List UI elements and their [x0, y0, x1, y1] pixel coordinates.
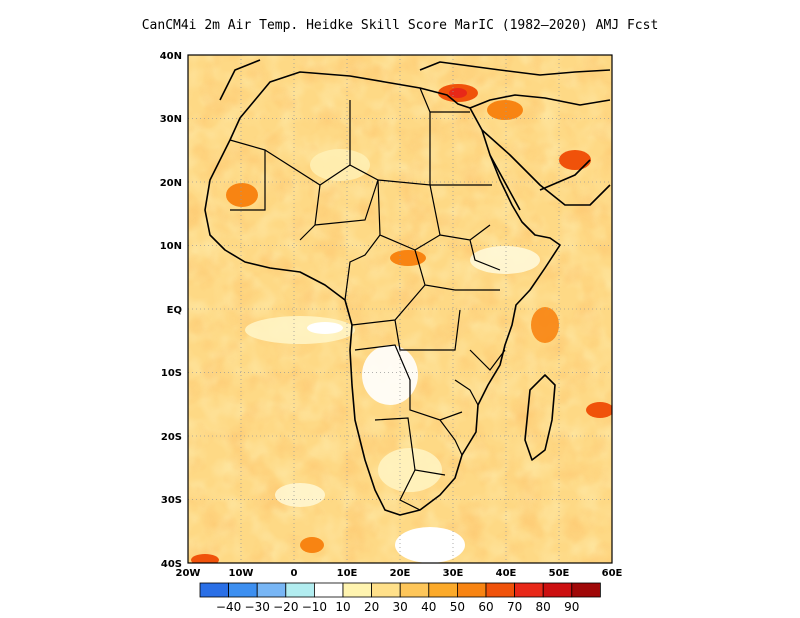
colorbar-label: −10	[302, 600, 327, 614]
map-frame	[187, 54, 613, 564]
colorbar-swatch	[228, 582, 258, 598]
chart-title: CanCM4i 2m Air Temp. Heidke Skill Score …	[141, 18, 659, 33]
colorbar-swatch	[428, 582, 458, 598]
colorbar-swatch	[313, 582, 344, 598]
colorbar-label: 10	[335, 600, 350, 614]
x-tick-label: 20W	[176, 568, 201, 579]
y-tick-label: 30S	[161, 495, 182, 506]
colorbar-swatch	[342, 582, 373, 598]
y-tick-label: 40S	[161, 559, 182, 570]
x-tick-label: 40E	[496, 568, 517, 579]
x-tick-label: 10W	[229, 568, 254, 579]
y-tick-label: 20N	[160, 178, 182, 189]
colorbar-swatch	[285, 582, 315, 598]
x-tick-label: 60E	[602, 568, 623, 579]
x-tick-label: 50E	[549, 568, 570, 579]
colorbar-label: 30	[393, 600, 408, 614]
colorbar-swatch	[371, 582, 401, 598]
colorbar-label: 20	[364, 600, 379, 614]
x-tick-label: 0	[291, 568, 298, 579]
colorbar-label: 70	[507, 600, 522, 614]
colorbar-label: 50	[450, 600, 465, 614]
colorbar-swatch	[199, 582, 230, 598]
y-tick-label: 10S	[161, 368, 182, 379]
y-tick-label: EQ	[167, 305, 182, 316]
y-tick-label: 40N	[160, 51, 182, 62]
colorbar-label: 80	[536, 600, 551, 614]
x-axis: 20W 10W 0 10E 20E 30E 40E 50E 60E	[176, 568, 623, 579]
colorbar-swatch	[399, 582, 430, 598]
colorbar-swatch	[514, 582, 544, 598]
colorbar-label: 40	[421, 600, 436, 614]
colorbar-label: 90	[564, 600, 579, 614]
x-tick-label: 10E	[337, 568, 358, 579]
colorbar-label: −40	[216, 600, 241, 614]
colorbar-label: 60	[478, 600, 493, 614]
x-tick-label: 20E	[390, 568, 411, 579]
colorbar	[199, 582, 601, 598]
y-tick-label: 30N	[160, 114, 182, 125]
colorbar-swatch	[456, 582, 487, 598]
country-borders	[229, 87, 506, 511]
colorbar-label: −30	[245, 600, 270, 614]
x-tick-label: 30E	[443, 568, 464, 579]
colorbar-swatch	[571, 582, 601, 598]
y-tick-label: 20S	[161, 432, 182, 443]
y-axis: 40N 30N 20N 10N EQ 10S 20S 30S 40S	[160, 51, 182, 570]
colorbar-label: −20	[273, 600, 298, 614]
colorbar-labels: −40 −30 −20 −10 10 20 30 40 50 60 70 80 …	[216, 600, 580, 614]
skill-field	[188, 55, 612, 563]
y-tick-label: 10N	[160, 241, 182, 252]
colorbar-swatch	[256, 582, 287, 598]
colorbar-swatch	[542, 582, 573, 598]
colorbar-swatch	[485, 582, 516, 598]
